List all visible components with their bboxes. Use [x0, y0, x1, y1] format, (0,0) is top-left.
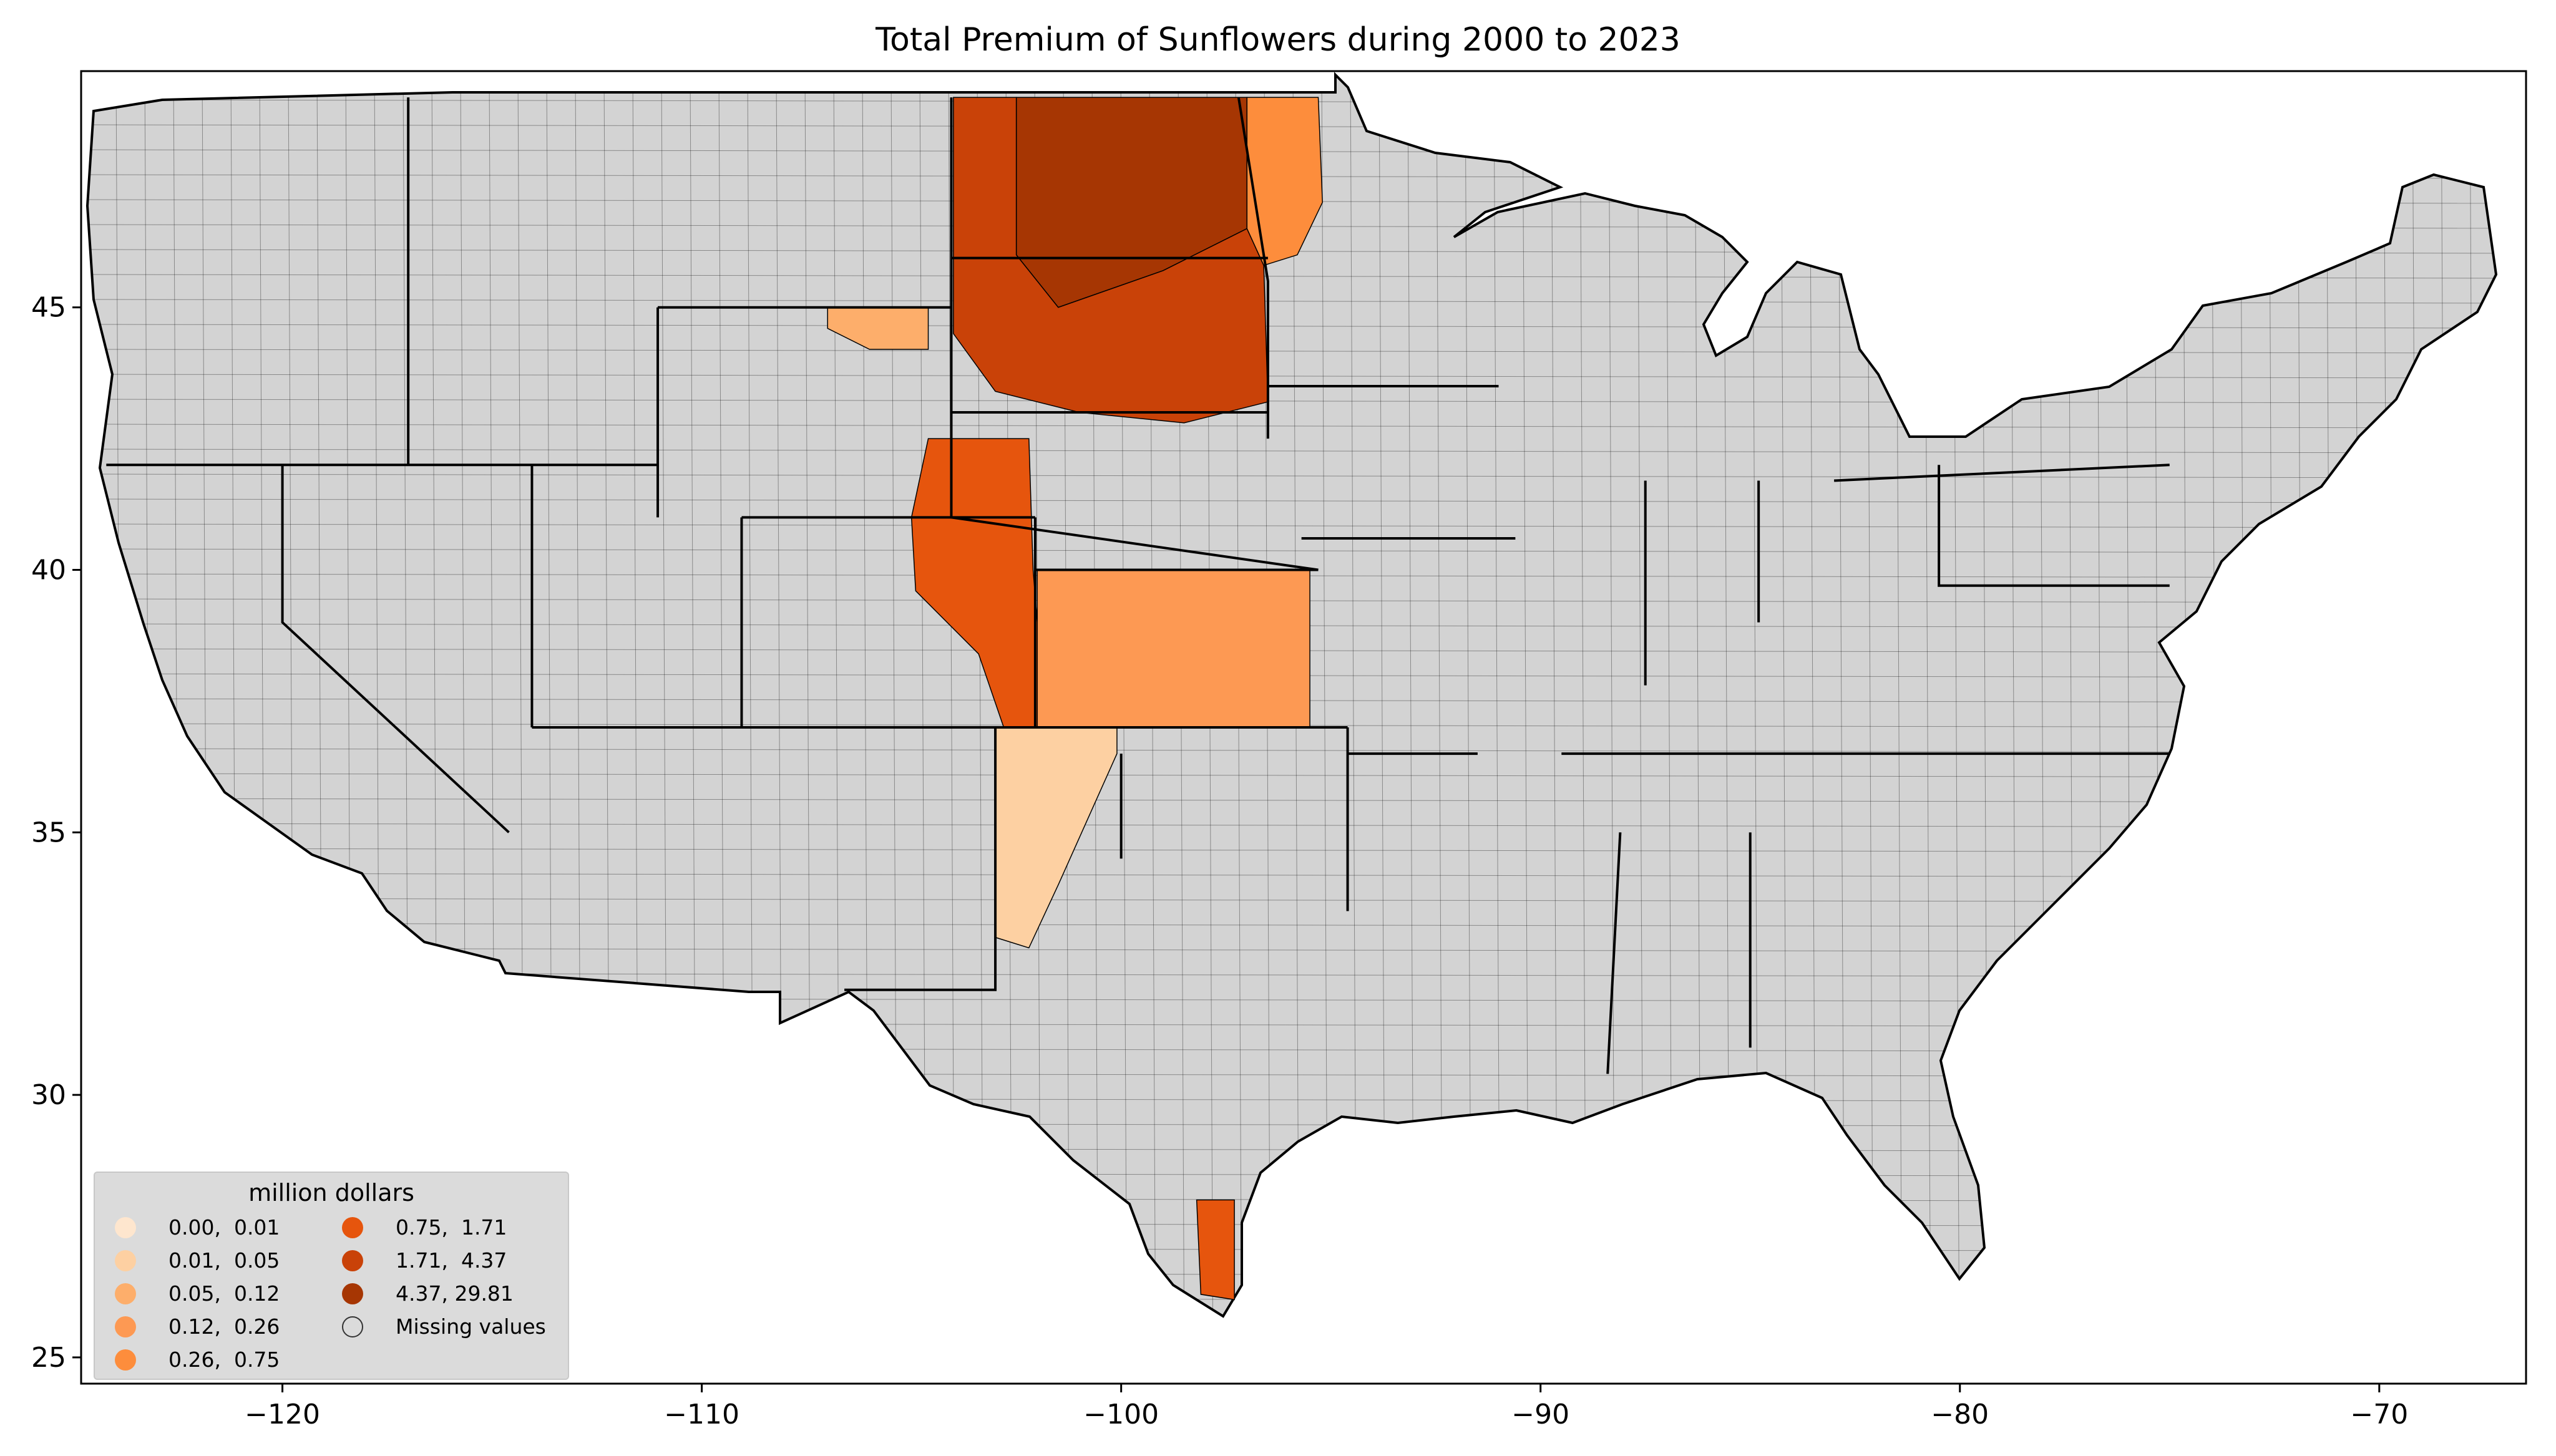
x-tick-label: −120	[245, 1399, 320, 1430]
legend-label: 0.12, 0.26	[168, 1314, 280, 1339]
chart-title: Total Premium of Sunflowers during 2000 …	[876, 21, 1680, 59]
y-tick-label: 30	[31, 1079, 66, 1111]
state-border	[1606, 832, 1622, 1074]
region-south-texas	[1196, 1199, 1235, 1301]
y-tick-label: 40	[31, 555, 66, 586]
legend-label: 0.01, 0.05	[168, 1248, 280, 1273]
legend-label: 0.75, 1.71	[396, 1215, 507, 1240]
y-tick-label: 25	[31, 1342, 66, 1374]
y-tick-label: 45	[31, 292, 66, 324]
state-border	[1938, 465, 2170, 587]
legend-swatch	[115, 1349, 136, 1371]
x-tick-label: −90	[1511, 1399, 1569, 1430]
legend-item: 0.26, 0.75	[115, 1347, 280, 1372]
region-minnesota-red-river	[1246, 97, 1323, 266]
legend-label: 4.37, 29.81	[396, 1281, 514, 1306]
legend-label: 0.26, 0.75	[168, 1347, 280, 1372]
legend-item: 1.71, 4.37	[342, 1248, 507, 1273]
legend-label: 1.71, 4.37	[396, 1248, 507, 1273]
legend-item: Missing values	[342, 1314, 546, 1339]
legend-swatch	[115, 1250, 136, 1271]
premium-regions	[827, 97, 1323, 1301]
state-border	[281, 465, 510, 833]
legend-item: 0.00, 0.01	[115, 1215, 280, 1240]
state-border	[951, 516, 1319, 571]
legend-label: Missing values	[396, 1314, 546, 1339]
legend-item: 4.37, 29.81	[342, 1281, 514, 1306]
region-central-kansas	[1037, 569, 1310, 728]
legend-item: 0.12, 0.26	[115, 1314, 280, 1339]
y-axis: 25 30 35 40 45	[31, 292, 81, 1374]
y-tick-label: 35	[31, 817, 66, 848]
legend-swatch	[342, 1283, 363, 1304]
legend-item: 0.05, 0.12	[115, 1281, 280, 1306]
legend: million dollars 0.00, 0.01 0.01, 0.05 0.05…	[94, 1172, 569, 1380]
legend-label: 0.00, 0.01	[168, 1215, 280, 1240]
legend-swatch	[342, 1250, 363, 1271]
legend-swatch	[115, 1316, 136, 1337]
legend-item: 0.01, 0.05	[115, 1248, 280, 1273]
x-tick-label: −70	[2350, 1399, 2408, 1430]
legend-title: million dollars	[248, 1179, 414, 1206]
state-border	[1834, 463, 2170, 482]
legend-swatch	[115, 1216, 136, 1238]
legend-swatch	[342, 1316, 363, 1337]
state-border	[844, 727, 997, 991]
legend-swatch	[342, 1216, 363, 1238]
x-tick-label: −100	[1083, 1399, 1159, 1430]
x-tick-label: −80	[1931, 1399, 1989, 1430]
x-tick-label: −110	[664, 1399, 739, 1430]
legend-label: 0.05, 0.12	[168, 1281, 280, 1306]
state-borders	[106, 97, 2170, 1074]
x-axis: −120 −110 −100 −90 −80 −70	[245, 1384, 2408, 1430]
legend-swatch	[115, 1283, 136, 1304]
legend-item: 0.75, 1.71	[342, 1215, 507, 1240]
